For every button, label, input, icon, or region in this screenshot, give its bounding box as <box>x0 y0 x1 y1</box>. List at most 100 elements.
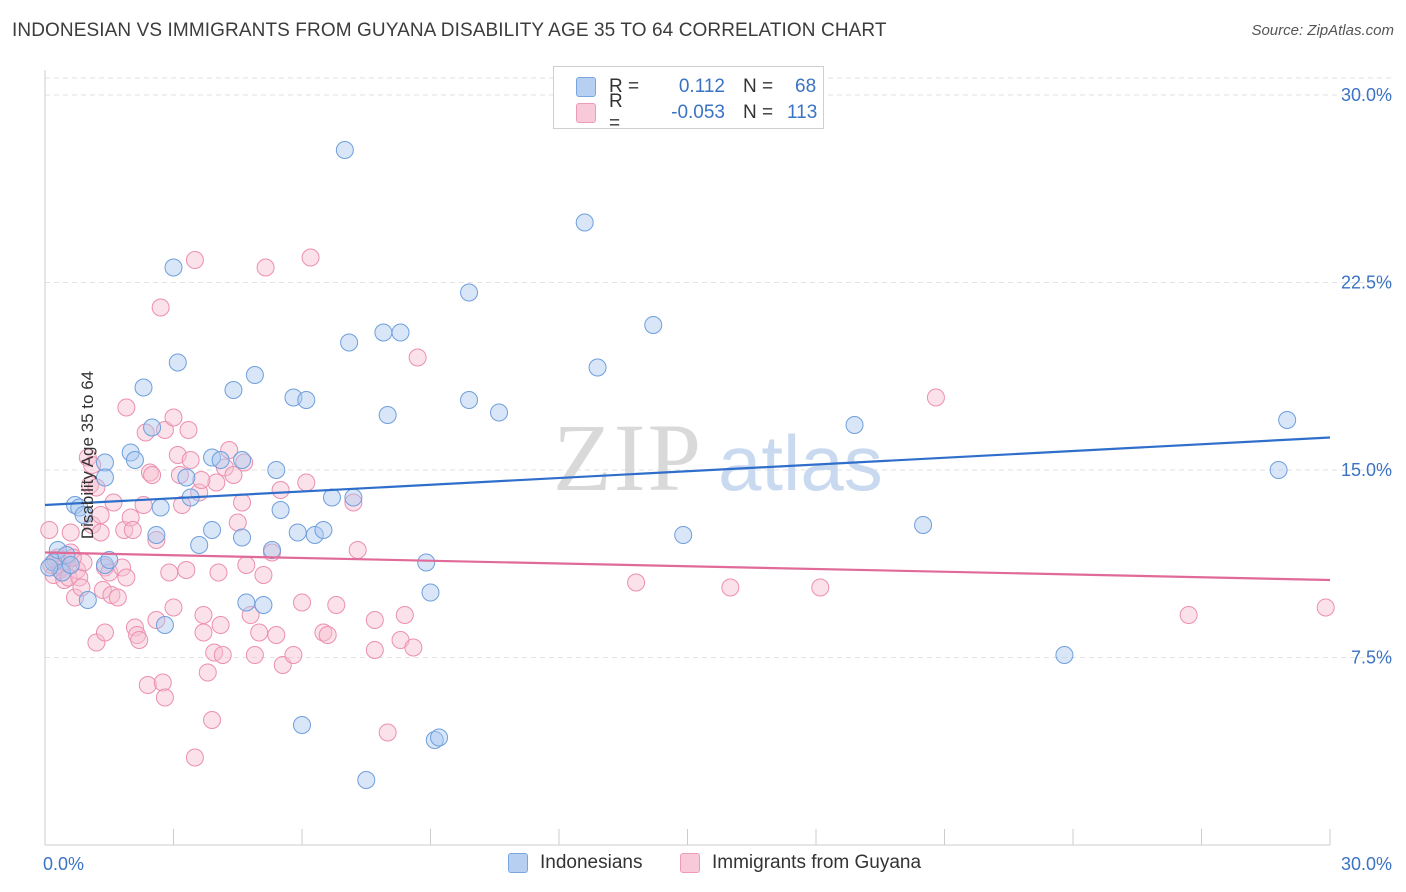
indonesian-point <box>40 558 59 577</box>
guyana-point <box>143 466 162 484</box>
indonesian-point <box>430 728 449 747</box>
guyana-point <box>177 561 196 579</box>
legend-r-label: R = <box>609 91 623 134</box>
guyana-point <box>627 573 646 592</box>
legend-swatch-pink <box>576 103 596 123</box>
guyana-point <box>185 748 204 767</box>
trend-lines <box>44 436 1331 582</box>
guyana-point <box>209 563 228 582</box>
legend-n-label: N = <box>743 102 774 123</box>
guyana-point <box>224 466 243 484</box>
indonesian-point <box>177 468 196 487</box>
indonesian-point <box>263 541 282 559</box>
legend-n-value: 68 <box>795 76 817 97</box>
legend-r-value: -0.053 <box>671 102 725 123</box>
guyana-point <box>721 578 740 597</box>
legend-swatch-blue <box>576 77 596 97</box>
y-axis-label: Disability Age 35 to 64 <box>78 370 98 540</box>
indonesian-point <box>344 488 363 507</box>
indonesian-point <box>293 716 311 734</box>
indonesian-point <box>1278 411 1297 429</box>
guyana-point <box>301 248 320 267</box>
guyana-point <box>130 631 149 649</box>
guyana-point <box>117 398 136 417</box>
indonesian-point <box>417 553 436 572</box>
guyana-point <box>185 251 204 269</box>
indonesian-point <box>233 451 252 469</box>
guyana-point <box>1316 598 1335 617</box>
watermark: ZIP atlas <box>553 404 883 511</box>
guyana-point <box>213 646 232 664</box>
indonesian-point <box>378 406 397 424</box>
legend-label-guyana: Immigrants from Guyana <box>712 852 922 873</box>
guyana-point <box>235 453 254 472</box>
x-tick-label: 0.0% <box>43 854 84 874</box>
guyana-point <box>811 578 830 597</box>
y-tick-label: 15.0% <box>1341 460 1392 480</box>
y-tick-label: 7.5% <box>1351 648 1392 668</box>
indonesian-point <box>305 526 324 544</box>
chart-source: Source: ZipAtlas.com <box>1251 22 1394 39</box>
guyana-point <box>181 451 200 469</box>
indonesian-point <box>335 141 354 159</box>
guyana-point <box>151 298 170 317</box>
indonesian-point <box>224 381 243 399</box>
indonesian-point <box>143 418 162 437</box>
guyana-point <box>194 623 213 642</box>
guyana-point <box>254 566 273 584</box>
chart-title: INDONESIAN VS IMMIGRANTS FROM GUYANA DIS… <box>12 20 887 41</box>
indonesian-point <box>190 536 209 554</box>
guyana-point <box>365 641 384 659</box>
indonesian-point <box>211 451 230 469</box>
guyana-point <box>93 581 112 599</box>
guyana-point <box>297 473 316 492</box>
series-indonesians-points <box>40 141 1297 789</box>
guyana-point <box>404 638 423 657</box>
legend-r-value: 0.112 <box>678 76 725 97</box>
indonesian-point <box>322 488 341 507</box>
legend-row-indonesians: R = 0.112 N = 68 <box>576 76 833 98</box>
indonesian-point <box>271 501 290 519</box>
watermark-zip: ZIP <box>553 404 703 511</box>
guyana-point <box>233 493 252 512</box>
guyana-point <box>192 471 211 489</box>
guyana-point <box>245 646 264 664</box>
trend-line-indonesians <box>44 436 1331 507</box>
indonesian-point <box>78 591 97 609</box>
indonesian-point <box>460 391 479 409</box>
guyana-point <box>140 463 159 482</box>
guyana-point <box>198 663 217 682</box>
x-tick-label: 30.0% <box>1341 854 1392 874</box>
indonesian-point <box>297 391 316 409</box>
indonesian-point <box>147 526 166 544</box>
indonesian-point <box>374 323 393 342</box>
guyana-point <box>378 723 397 742</box>
indonesian-point <box>314 521 333 539</box>
indonesian-point <box>74 506 93 524</box>
indonesian-point <box>391 323 410 342</box>
guyana-point <box>271 481 290 499</box>
guyana-point <box>237 556 256 574</box>
indonesian-point <box>95 468 114 487</box>
indonesian-point <box>644 316 663 334</box>
guyana-point <box>179 421 198 439</box>
guyana-point <box>293 593 311 612</box>
indonesian-point <box>125 451 144 469</box>
legend-item-guyana: Immigrants from Guyana <box>680 852 921 874</box>
indonesian-point <box>588 358 607 377</box>
guyana-point <box>91 523 110 542</box>
guyana-point <box>138 676 157 694</box>
indonesian-point <box>267 461 286 479</box>
indonesian-point <box>288 523 307 542</box>
indonesian-point <box>914 516 933 534</box>
guyana-point <box>926 388 945 407</box>
axes <box>44 70 1331 846</box>
guyana-point <box>395 606 414 624</box>
guyana-point <box>164 598 183 617</box>
guyana-point <box>155 688 174 707</box>
indonesian-point <box>357 771 376 789</box>
guyana-point <box>203 711 222 729</box>
guyana-point <box>207 473 226 492</box>
guyana-point <box>164 408 183 427</box>
